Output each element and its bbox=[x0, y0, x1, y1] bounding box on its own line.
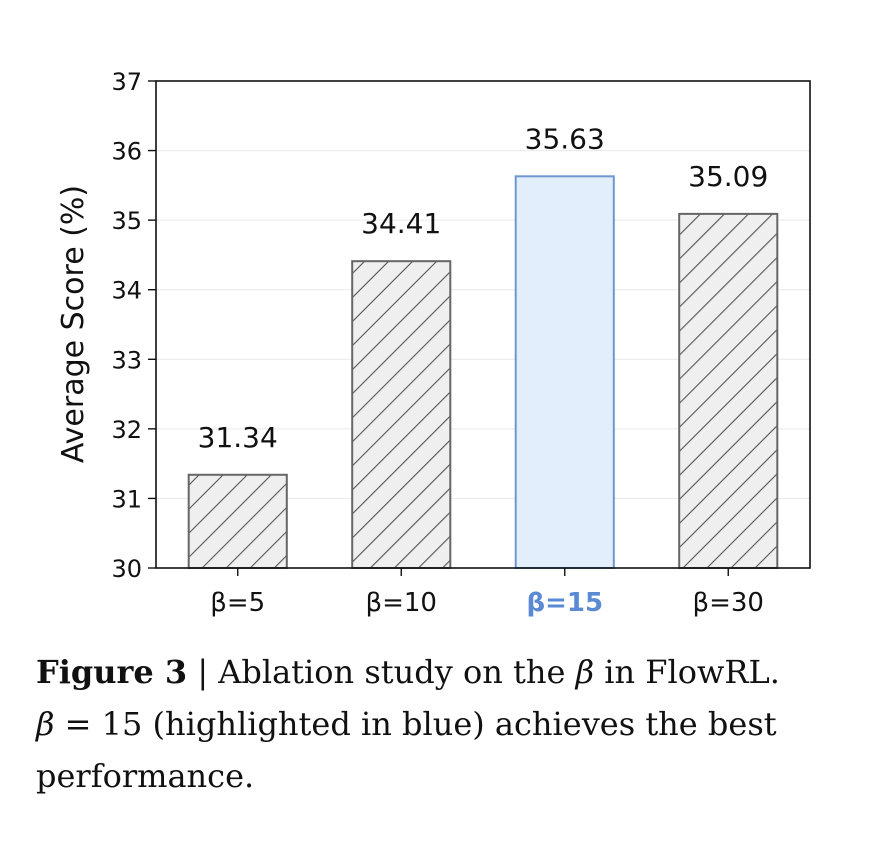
x-tick-label: β=5 bbox=[210, 588, 265, 618]
data-label: 35.63 bbox=[525, 122, 605, 155]
bar bbox=[514, 175, 615, 569]
caption-text-2: = 15 (highlighted in blue) achieves the … bbox=[36, 705, 777, 795]
bar bbox=[678, 212, 779, 569]
y-tick-label: 35 bbox=[111, 207, 142, 235]
y-tick-label: 37 bbox=[111, 68, 142, 96]
bar-chart: 31.34 34.41 35.63 35.09 30 31 32 33 34 35 36 37 β=… bbox=[56, 68, 811, 618]
bar bbox=[351, 260, 452, 569]
y-axis: 30 31 32 33 34 35 36 37 bbox=[111, 68, 156, 583]
bar bbox=[187, 473, 288, 570]
y-tick-label: 36 bbox=[111, 138, 142, 166]
beta-symbol-2: β bbox=[36, 705, 55, 743]
data-label: 31.34 bbox=[198, 421, 278, 454]
figure-label: Figure 3 bbox=[36, 653, 188, 691]
x-tick-label: β=10 bbox=[366, 588, 437, 618]
y-tick-label: 33 bbox=[111, 346, 142, 374]
y-tick-label: 32 bbox=[111, 416, 142, 444]
caption-separator: | bbox=[187, 653, 219, 691]
y-tick-label: 34 bbox=[111, 277, 142, 305]
y-tick-label: 31 bbox=[111, 485, 142, 513]
caption-text-1-end: in FlowRL. bbox=[594, 653, 780, 691]
data-label: 35.09 bbox=[688, 160, 768, 193]
plot-frame bbox=[155, 80, 811, 569]
x-tick-label: β=30 bbox=[693, 588, 764, 618]
y-axis-label: Average Score (%) bbox=[56, 185, 91, 463]
figure-caption: Figure 3 | Ablation study on the β in Fl… bbox=[36, 646, 856, 802]
bars bbox=[187, 175, 779, 570]
caption-text-1: Ablation study on the bbox=[218, 653, 576, 691]
beta-symbol: β bbox=[575, 653, 595, 691]
data-label: 34.41 bbox=[361, 207, 441, 240]
x-axis: β=5 β=10 β=15 β=30 bbox=[210, 568, 764, 618]
y-tick-label: 30 bbox=[111, 555, 142, 583]
data-labels: 31.34 34.41 35.63 35.09 bbox=[198, 122, 769, 453]
x-tick-label: β=15 bbox=[526, 588, 603, 618]
